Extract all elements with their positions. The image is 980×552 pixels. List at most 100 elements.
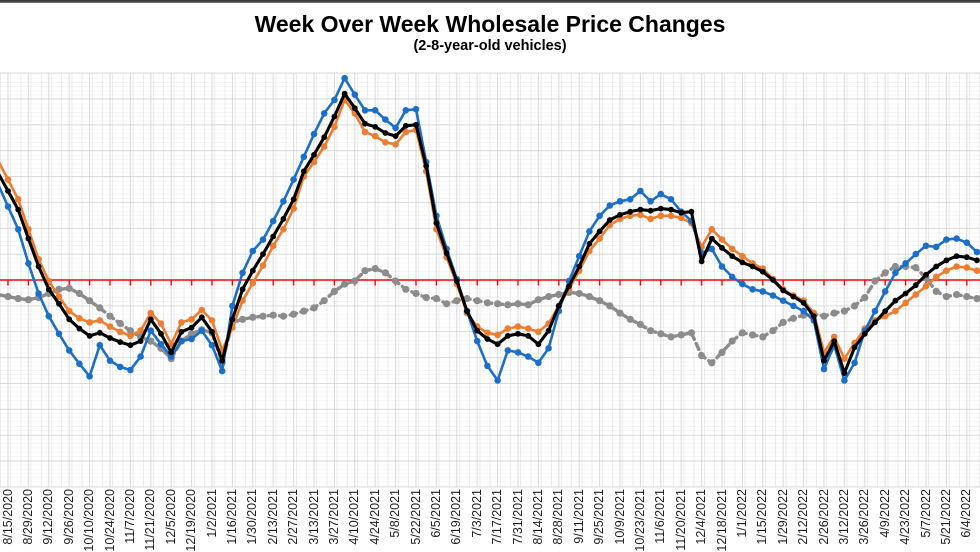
- x-axis-label: 11/7/2020: [122, 489, 137, 544]
- series-gray-dashed-point: [24, 296, 32, 304]
- series-black-point: [270, 233, 277, 240]
- series-black-point: [56, 300, 62, 307]
- series-black-point: [280, 216, 287, 222]
- series-blue-point: [147, 327, 155, 335]
- series-orange-point: [116, 328, 124, 336]
- series-gray-dashed-point: [769, 327, 777, 335]
- series-orange-point: [504, 325, 512, 332]
- series-orange-point: [259, 262, 267, 269]
- series-blue-point: [749, 286, 756, 293]
- series-black-point: [413, 121, 419, 128]
- series-blue-point: [157, 340, 165, 348]
- x-axis-label: 12/19/2020: [184, 489, 199, 552]
- series-blue-point: [351, 91, 359, 98]
- series-blue-point: [229, 302, 236, 310]
- series-gray-dashed-point: [483, 299, 491, 307]
- series-gray-dashed-point: [606, 302, 614, 310]
- series-black-point: [402, 122, 409, 129]
- series-gray-dashed-point: [667, 333, 675, 341]
- series-gray-dashed-point: [381, 269, 389, 277]
- x-axis-label: 9/25/2021: [592, 489, 607, 545]
- series-gray-dashed-point: [698, 352, 706, 360]
- series-blue-point: [769, 292, 777, 299]
- series-black-point: [229, 316, 236, 323]
- series-orange-point: [96, 317, 104, 324]
- series-blue-point: [300, 153, 308, 161]
- series-black-point: [821, 357, 827, 364]
- series-gray-dashed-point: [320, 297, 328, 305]
- series-gray-dashed-point: [779, 318, 787, 326]
- series-black-point: [147, 316, 154, 323]
- series-orange: [0, 96, 980, 363]
- series-black-point: [219, 357, 226, 364]
- series-gray-dashed-point: [86, 297, 94, 305]
- series-gray-dashed-point: [361, 267, 369, 275]
- x-axis-label: 2/13/2021: [265, 489, 280, 545]
- x-axis-label: 7/3/2021: [469, 489, 484, 538]
- series-black-point: [800, 299, 807, 306]
- series-orange-point: [65, 307, 73, 315]
- series-black-point: [321, 134, 328, 141]
- series-gray-dashed-point: [392, 277, 400, 285]
- series-orange-point: [157, 320, 165, 327]
- x-axis-label: 3/12/2022: [836, 489, 851, 545]
- series-black-point: [647, 207, 654, 214]
- series-blue-point: [382, 116, 389, 123]
- series-gray-dashed-point: [942, 293, 951, 301]
- series-black: [0, 90, 980, 376]
- series-blue-point: [269, 217, 277, 225]
- series-blue-point: [932, 243, 940, 251]
- series-blue-point: [331, 96, 338, 104]
- series-gray-dashed-point: [147, 337, 155, 345]
- series-orange-point: [514, 323, 522, 330]
- series-black-point: [96, 329, 103, 336]
- series-orange-point: [739, 252, 746, 260]
- series-black-point: [158, 330, 164, 337]
- chart-subtitle: (2-8-year-old vehicles): [413, 38, 567, 54]
- series-gray-dashed-point: [402, 285, 410, 293]
- series-gray-dashed-point: [738, 329, 747, 337]
- series-gray-dashed-point: [708, 359, 716, 367]
- x-axis-label: 2/27/2021: [286, 489, 301, 545]
- series-blue-point: [76, 360, 83, 368]
- series-gray-dashed-point: [463, 295, 471, 303]
- x-axis-label: 9/12/2020: [41, 489, 56, 545]
- series-black-point: [331, 113, 338, 120]
- series-black-point: [474, 327, 481, 334]
- x-axis-label: 3/26/2022: [857, 489, 872, 545]
- series-gray-dashed-point: [851, 302, 859, 310]
- series-gray-dashed-point: [279, 312, 287, 320]
- x-axis-label: 9/26/2020: [61, 489, 76, 545]
- series-black-point: [576, 263, 583, 270]
- x-axis-label: 6/4/2022: [959, 489, 974, 538]
- series-blue-point: [616, 198, 624, 205]
- series-black-point: [933, 263, 940, 270]
- series-gray-dashed-point: [432, 295, 440, 303]
- series-orange-point: [137, 327, 144, 335]
- series-orange-point: [902, 299, 909, 307]
- series-blue-point: [953, 235, 960, 242]
- x-axis-label: 1/15/2022: [755, 489, 770, 545]
- series-gray-dashed-point: [494, 300, 502, 308]
- series-gray-dashed-point: [300, 307, 308, 315]
- series-black-point: [382, 130, 389, 136]
- series-gray-dashed-point: [647, 327, 655, 335]
- series-gray-dashed-point: [840, 307, 849, 315]
- series-black-point: [392, 133, 399, 140]
- series-orange-point: [55, 293, 63, 300]
- series-black-point: [525, 333, 532, 339]
- series-gray-dashed-point: [55, 285, 63, 293]
- series-black-point: [300, 168, 307, 175]
- series-black-point: [168, 349, 175, 356]
- x-axis-label: 3/27/2021: [326, 489, 341, 545]
- series-black-point: [892, 297, 899, 304]
- series-gray-dashed-point: [422, 294, 430, 302]
- series-blue-point: [871, 307, 879, 315]
- series-blue-point: [922, 242, 930, 250]
- series-black-point: [831, 338, 838, 344]
- series-blue-point: [45, 312, 53, 320]
- series-gray-dashed-point: [269, 311, 277, 319]
- series-orange-point: [392, 141, 399, 148]
- series-black-point: [668, 206, 674, 213]
- x-axis-label: 12/5/2020: [163, 489, 178, 545]
